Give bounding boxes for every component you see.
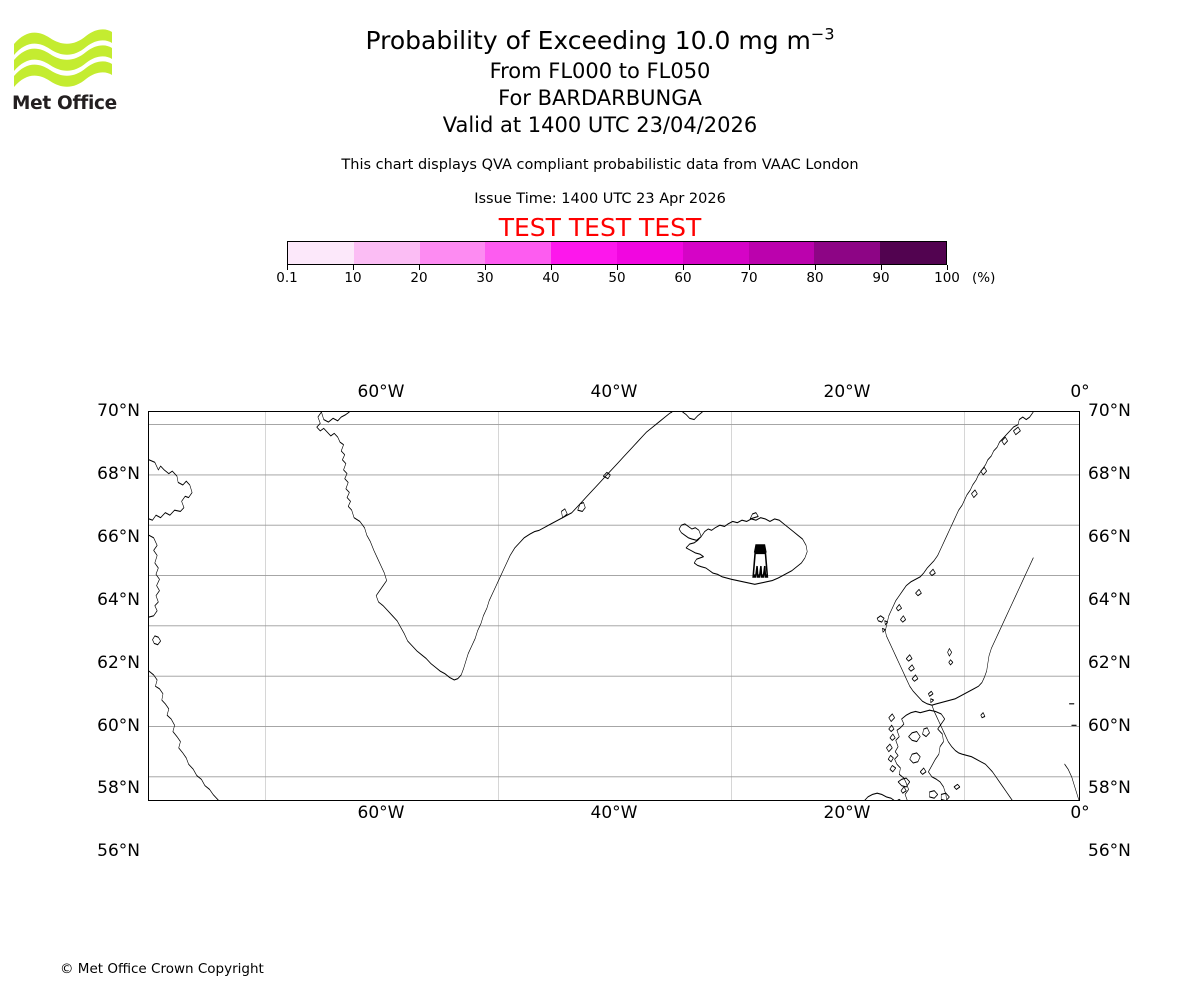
lat-label-right-56n: 56°N [1088,841,1131,862]
colorbar-gradient [287,241,947,265]
qva-compliance-note: This chart displays QVA compliant probab… [341,157,859,173]
lat-label-right-60n: 60°N [1088,715,1131,736]
colorbar-tick-label-9: 90 [872,270,890,286]
lat-label-left-70n: 70°N [97,401,140,421]
test-banner: TEST TEST TEST [498,213,702,242]
colorbar-unit-label: (%) [972,270,996,286]
lat-label-left-58n: 58°N [97,778,140,799]
colorbar-tick-3 [485,265,487,270]
colorbar-tick-label-1: 10 [344,270,362,286]
lat-label-right-58n: 58°N [1088,778,1131,799]
colorbar-tick-label-5: 50 [608,270,626,286]
valid-time-subtitle: Valid at 1400 UTC 23/04/2026 [442,113,758,137]
colorbar-tick-1 [353,265,355,270]
main-title-exponent: −3 [810,24,835,44]
lat-label-left-66n: 66°N [97,526,140,547]
lat-label-left-60n: 60°N [97,715,140,736]
lat-label-left-62n: 62°N [97,652,140,673]
colorbar-tick-label-6: 60 [674,270,692,286]
lat-label-right-68n: 68°N [1088,463,1131,484]
colorbar-band-6 [682,242,749,264]
coastline-paths [149,412,1079,800]
copyright-notice: © Met Office Crown Copyright [60,961,264,977]
met-office-logo: Met Office [12,22,122,117]
colorbar-band-4 [551,242,617,264]
colorbar-tick-labels: 0.1 10 20 30 40 50 60 70 80 90 100 [276,270,960,288]
colorbar-tick-9 [881,265,883,270]
colorbar-tick-label-3: 30 [476,270,494,286]
colorbar-band-8 [814,242,881,264]
lon-label-bottom-20w: 20°W [823,803,871,823]
lat-label-right-62n: 62°N [1088,652,1131,673]
volcano-subtitle: For BARDARBUNGA [498,86,702,110]
colorbar-band-5 [616,242,683,264]
colorbar-tick-label-2: 20 [410,270,428,286]
lat-label-right-70n: 70°N [1088,401,1131,421]
colorbar-tick-2 [419,265,421,270]
colorbar-tick-label-10: 100 [934,270,960,286]
colorbar-tick-6 [683,265,685,270]
lon-label-bottom-60w: 60°W [357,803,405,823]
lon-label-top-60w: 60°W [357,382,405,402]
lat-label-left-64n: 64°N [97,589,140,610]
colorbar-band-2 [419,242,486,264]
colorbar-tick-label-8: 80 [806,270,824,286]
colorbar-band-7 [748,242,815,264]
map-frame [148,411,1080,801]
colorbar-band-1 [353,242,420,264]
colorbar-band-0 [288,242,354,264]
lon-label-top-40w: 40°W [590,382,638,402]
issue-time-label: Issue Time: 1400 UTC 23 Apr 2026 [474,191,726,207]
colorbar-tick-5 [617,265,619,270]
lat-label-left-68n: 68°N [97,463,140,484]
flight-level-subtitle: From FL000 to FL050 [489,59,711,83]
lon-label-top-20w: 20°W [823,382,871,402]
lat-label-right-64n: 64°N [1088,589,1131,610]
lat-label-left-56n: 56°N [97,841,140,862]
colorbar-tick-label-0: 0.1 [276,270,298,286]
colorbar-tick-label-4: 40 [542,270,560,286]
chart-title-block: Probability of Exceeding 10.0 mg m−3 Fro… [0,24,1200,139]
colorbar-tick-0 [287,265,289,270]
lon-label-bottom-0: 0° [1070,803,1090,823]
main-title-text: Probability of Exceeding 10.0 mg m [365,26,811,55]
colorbar-ticks [287,265,949,271]
met-office-wave-logo-icon [14,29,112,87]
lon-label-bottom-40w: 40°W [590,803,638,823]
colorbar-band-3 [485,242,552,264]
page-title: Probability of Exceeding 10.0 mg m−3 [0,24,1200,58]
colorbar-tick-8 [815,265,817,270]
probability-colorbar: 0.1 10 20 30 40 50 60 70 80 90 100 [276,241,960,286]
met-office-logo-text: Met Office [12,93,117,114]
lat-label-right-66n: 66°N [1088,526,1131,547]
colorbar-band-9 [880,242,946,264]
colorbar-tick-label-7: 70 [740,270,758,286]
lon-label-top-0: 0° [1070,382,1090,402]
map-gridlines [149,412,1079,800]
map-canvas [149,412,1079,800]
volcano-marker-icon [752,544,769,578]
map-plot-area: 60°W 40°W 20°W 0° 60°W 40°W 20°W 0° 70°N… [97,382,1131,861]
colorbar-tick-4 [551,265,553,270]
colorbar-tick-7 [749,265,751,270]
colorbar-tick-10 [947,265,949,270]
